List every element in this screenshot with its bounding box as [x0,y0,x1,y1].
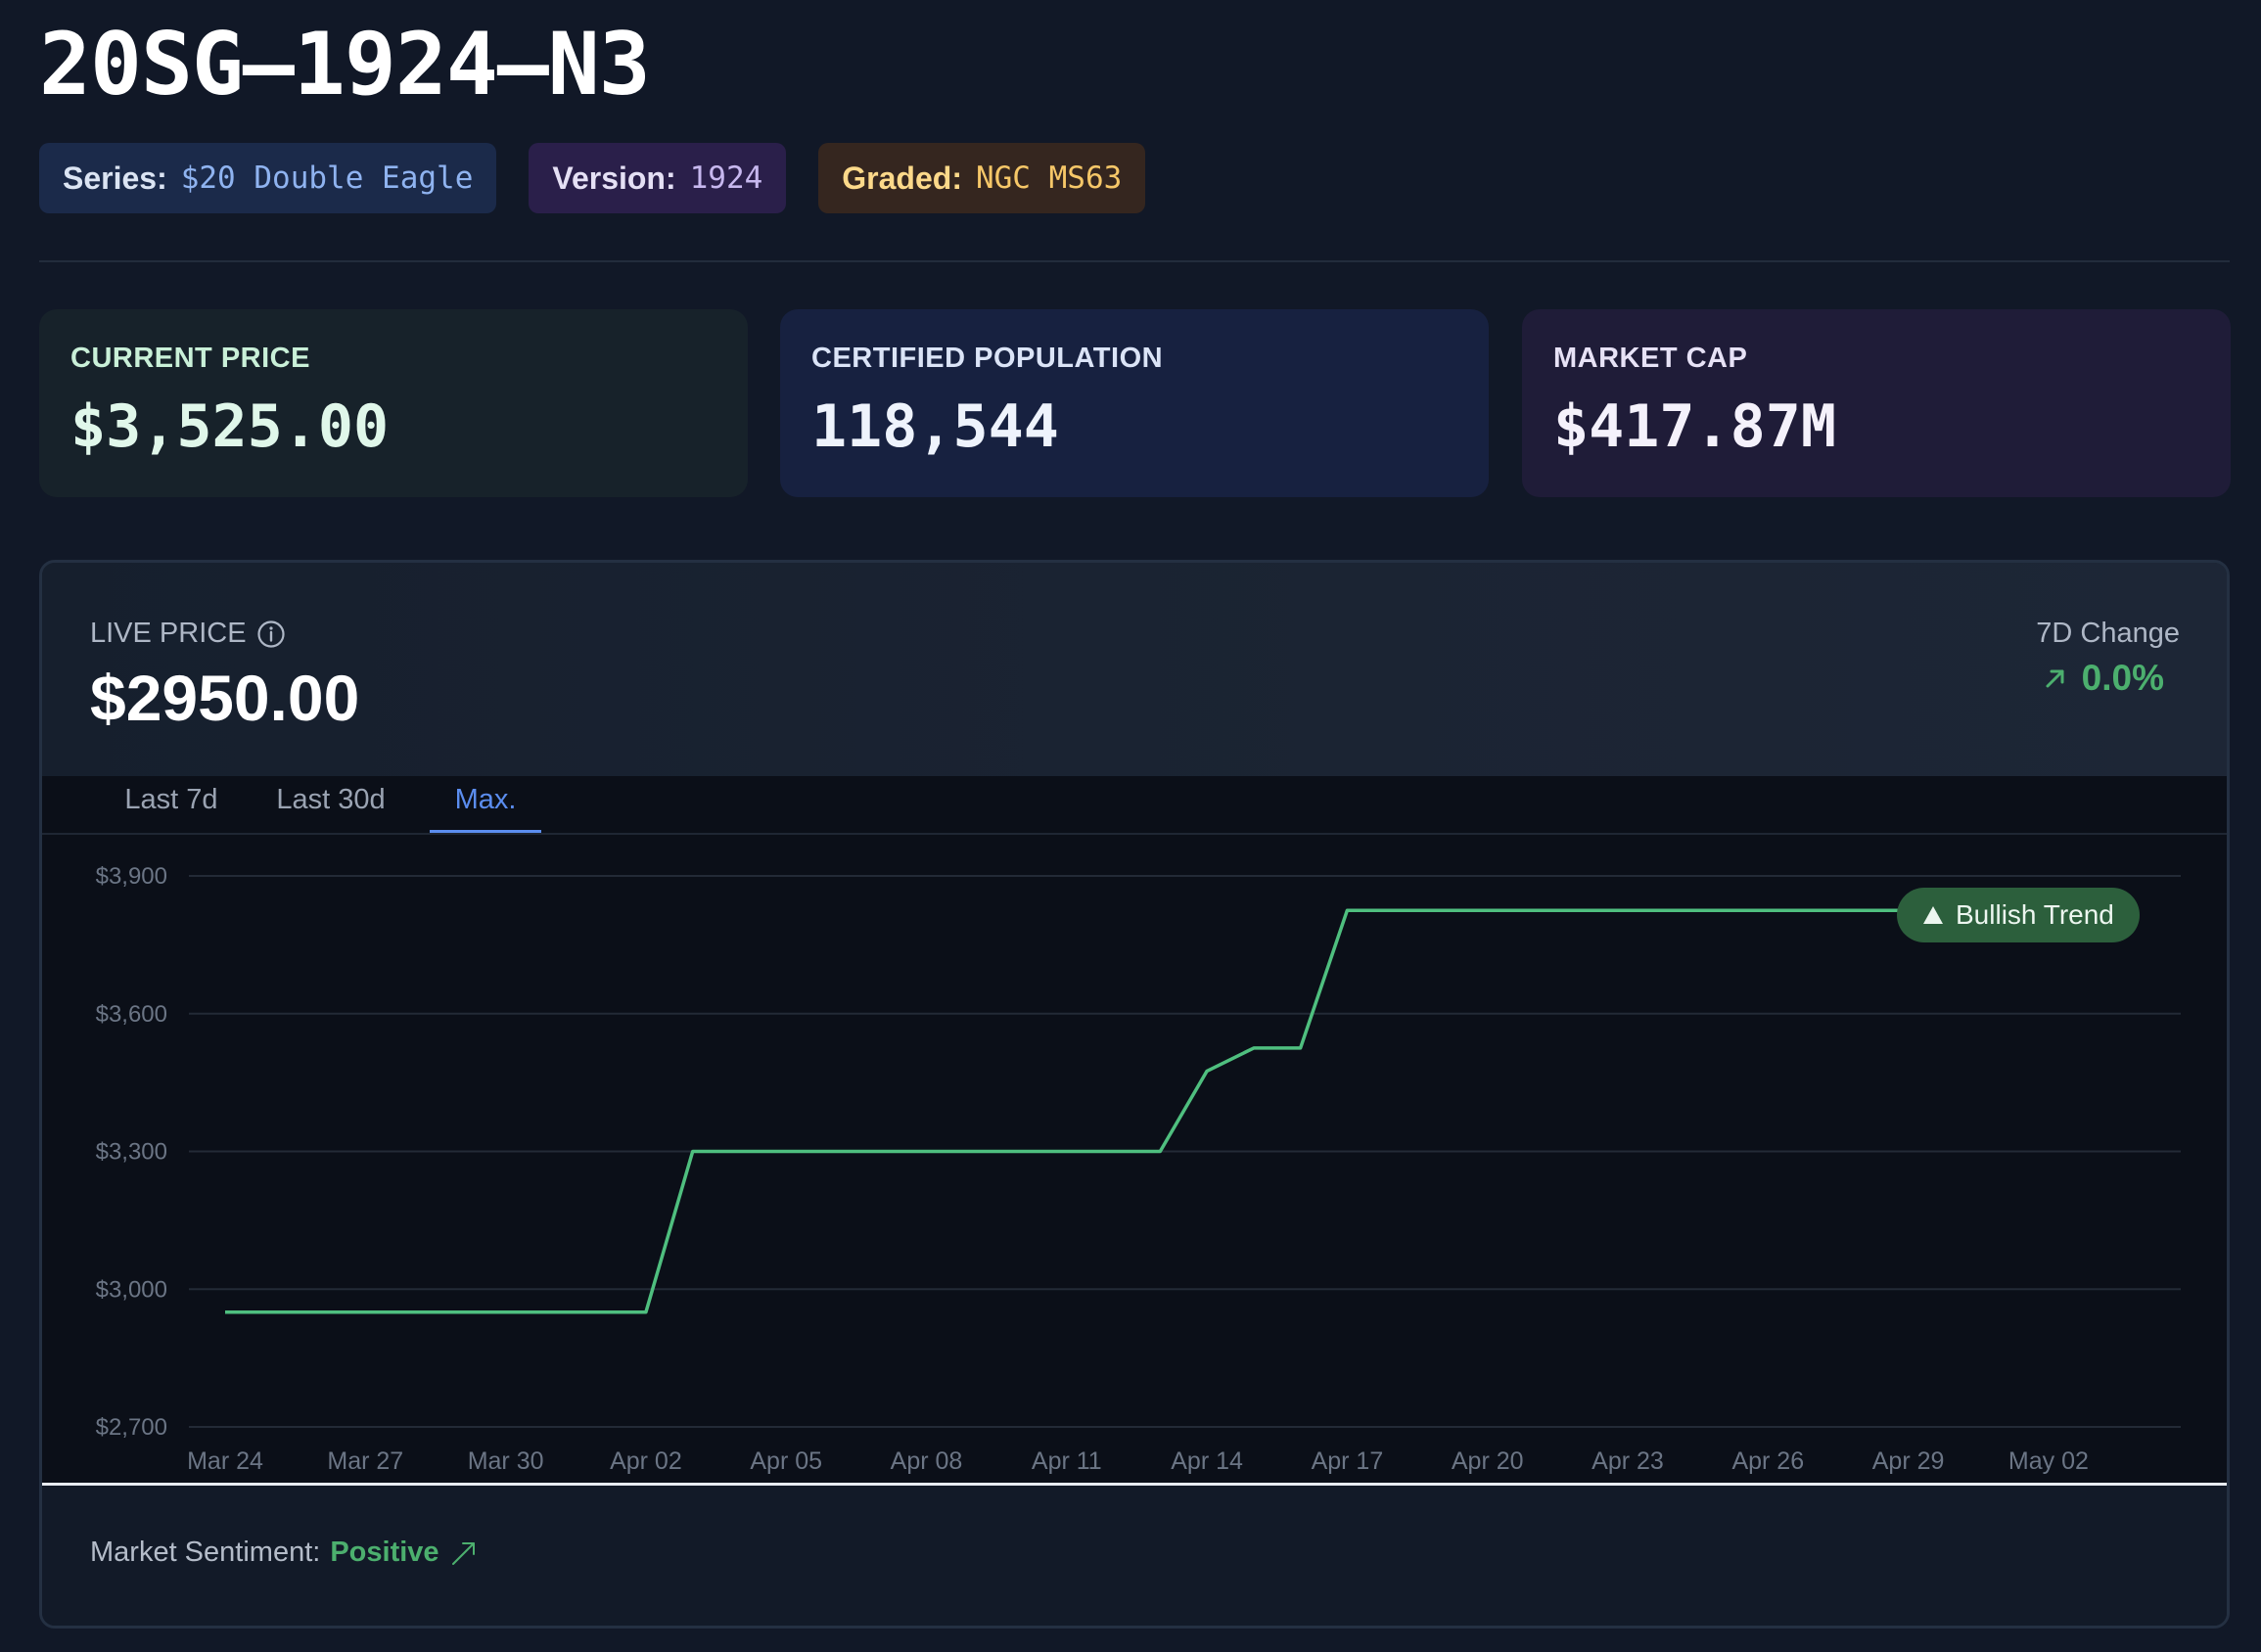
graded-key: Graded: [842,160,962,196]
live-price-header: LIVE PRICE $2950.00 7D Change 0.0% [42,563,2227,776]
x-tick-label: Apr 02 [610,1447,682,1475]
x-tick-label: May 02 [2008,1447,2089,1475]
range-tabs: Last 7d Last 30d Max. [42,776,2227,835]
page-title: 20SG–1924–N3 [39,14,651,115]
y-tick-label: $3,000 [96,1276,167,1303]
change-value-row: 0.0% [2043,658,2164,699]
graded-value: NGC MS63 [975,161,1123,196]
series-badge: Series: $20 Double Eagle [39,143,497,213]
market-cap-card: MARKET CAP $417.87M [1522,309,2231,497]
x-tick-label: Apr 14 [1171,1447,1243,1475]
x-tick-label: Mar 27 [327,1447,403,1475]
change-value: 0.0% [2081,658,2164,698]
x-tick-label: Apr 29 [1872,1447,1945,1475]
version-badge: Version: 1924 [529,143,787,213]
market-cap-value: $417.87M [1553,392,1836,461]
series-key: Series: [63,160,167,196]
bullish-trend-badge: Bullish Trend [1897,888,2140,942]
current-price-card: CURRENT PRICE $3,525.00 [39,309,748,497]
sentiment-footer: Market Sentiment: Positive [42,1486,2227,1626]
price-line [225,908,1909,1314]
market-sentiment: Market Sentiment: Positive [90,1537,479,1569]
x-tick-label: Apr 17 [1312,1447,1384,1475]
divider [39,260,2230,262]
x-tick-label: Apr 11 [1032,1447,1102,1475]
y-tick-label: $3,900 [96,863,167,890]
graded-badge: Graded: NGC MS63 [818,143,1146,213]
certified-population-value: 118,544 [811,392,1059,461]
tab-last-30d[interactable]: Last 30d [276,784,386,815]
current-price-value: $3,525.00 [70,392,390,461]
x-tick-label: Mar 24 [187,1447,263,1475]
price-chart-svg: $3,900 $3,600 $3,300 $3,000 $2,700 Mar 24 Mar … [96,863,2181,1475]
x-tick-label: Mar 30 [468,1447,544,1475]
market-cap-label: MARKET CAP [1553,343,1748,374]
y-tick-label: $3,300 [96,1139,167,1166]
certified-population-card: CERTIFIED POPULATION 118,544 [780,309,1489,497]
x-tick-label: Apr 08 [891,1447,963,1475]
current-price-label: CURRENT PRICE [70,343,310,374]
tab-last-7d[interactable]: Last 7d [124,784,218,815]
info-icon[interactable] [256,620,286,649]
bullish-trend-label: Bullish Trend [1956,899,2114,930]
arrow-ne-icon [2046,669,2064,688]
series-value: $20 Double Eagle [180,161,474,196]
trend-up-icon [451,1541,475,1565]
price-chart: $3,900 $3,600 $3,300 $3,000 $2,700 Mar 24 Mar … [42,835,2227,1486]
live-price-label-row: LIVE PRICE [90,618,286,650]
sentiment-label: Market Sentiment: [90,1537,321,1568]
x-tick-label: Apr 23 [1592,1447,1664,1475]
live-price-value: $2950.00 [90,662,360,734]
live-price-label: LIVE PRICE [90,618,247,649]
certified-population-label: CERTIFIED POPULATION [811,343,1164,374]
change-label: 7D Change [2036,618,2180,649]
y-tick-label: $2,700 [96,1414,167,1441]
x-tick-label: Apr 20 [1452,1447,1524,1475]
attribute-badges: Series: $20 Double Eagle Version: 1924 G… [39,143,1146,213]
x-tick-label: Apr 26 [1731,1447,1804,1475]
version-key: Version: [552,160,676,196]
y-tick-label: $3,600 [96,1001,167,1028]
x-tick-label: Apr 05 [750,1447,822,1475]
live-price-panel: LIVE PRICE $2950.00 7D Change 0.0% Last … [39,560,2230,1629]
tab-max[interactable]: Max. [430,776,541,833]
triangle-up-icon [1923,906,1943,924]
version-value: 1924 [689,161,763,196]
sentiment-value: Positive [330,1537,439,1568]
